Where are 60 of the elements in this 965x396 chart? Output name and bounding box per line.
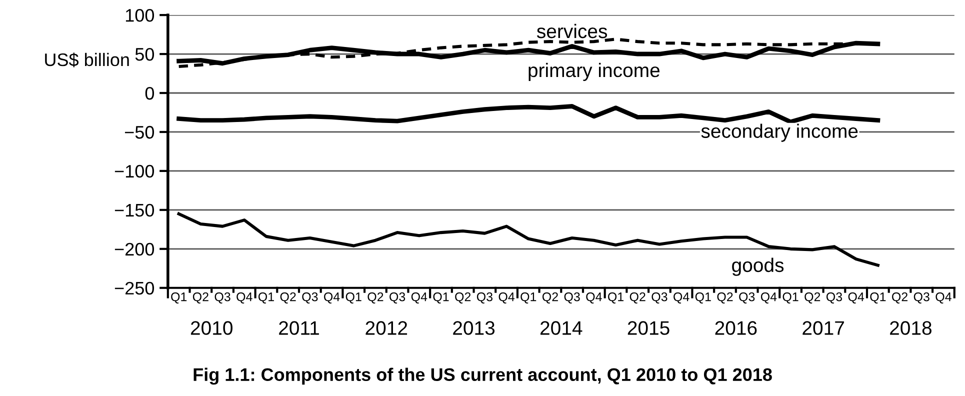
y-tick-label: 50 (135, 48, 154, 61)
y-tick-label: −200 (114, 242, 154, 256)
y-tick-label: −50 (124, 126, 154, 139)
y-tick-label: −150 (114, 204, 154, 217)
x-tick-label: Q4 (936, 292, 952, 304)
x-tick-label: Q4 (411, 292, 428, 304)
x-tick-label: Q1 (870, 292, 886, 304)
series-label: goods (732, 258, 784, 276)
x-tick-label: Q3 (652, 292, 668, 304)
x-tick-label: Q3 (302, 292, 318, 304)
y-tick-label: −100 (114, 164, 154, 178)
x-tick-label: Q1 (346, 292, 362, 304)
x-tick-label: Q4 (324, 292, 340, 304)
text: 2013 (453, 321, 495, 335)
text: 2017 (802, 321, 844, 335)
series-label: secondary income (701, 124, 858, 142)
y-tick-label: −250 (114, 282, 154, 295)
y-tick-label: 0 (145, 86, 154, 100)
x-tick-label: Q4 (848, 292, 864, 304)
x-tick-label: Q4 (760, 292, 777, 304)
series-label: services (536, 24, 608, 38)
y-axis-title: US$ billion (45, 52, 129, 68)
x-tick-label: Q2 (280, 292, 296, 304)
x-tick-label: Q1 (433, 292, 449, 304)
text: 2010 (190, 321, 232, 335)
text: 2014 (540, 321, 582, 335)
x-tick-label: Q2 (542, 292, 558, 304)
x-tick-label: Q1 (171, 292, 187, 304)
x-tick-label: Q4 (586, 292, 602, 304)
x-tick-label: Q1 (258, 292, 274, 304)
y-tick-label: 100 (126, 8, 154, 22)
text: 2018 (890, 321, 932, 335)
x-tick-label: Q3 (914, 292, 930, 304)
x-tick-label: Q2 (455, 292, 471, 304)
x-tick-label: Q3 (826, 292, 842, 304)
x-tick-label: Q4 (674, 292, 690, 304)
x-tick-label: Q4 (498, 292, 515, 304)
x-tick-label: Q2 (192, 292, 208, 304)
text: 2016 (715, 321, 757, 335)
x-tick-label: Q2 (368, 292, 384, 304)
x-tick-label: Q3 (214, 292, 230, 304)
text: 2015 (628, 321, 670, 335)
text: Fig 1.1: Components of the US current account, Q1 2010 to Q1 2018 (194, 368, 772, 385)
x-tick-label: Q3 (564, 292, 580, 304)
x-tick-label: Q3 (739, 292, 755, 304)
x-tick-label: Q2 (630, 292, 646, 304)
x-tick-label: Q1 (608, 292, 624, 304)
x-tick-label: Q3 (390, 292, 406, 304)
x-tick-label: Q3 (476, 292, 492, 304)
line-series (176, 104, 880, 124)
x-tick-label: Q1 (520, 292, 536, 304)
x-tick-label: Q2 (892, 292, 908, 304)
x-tick-label: Q2 (804, 292, 820, 304)
x-tick-label: Q1 (695, 292, 711, 304)
series-label: primary income (528, 62, 660, 82)
x-tick-label: Q2 (717, 292, 733, 304)
x-tick-label: Q1 (782, 292, 798, 304)
text: 2012 (366, 321, 408, 335)
x-tick-label: Q4 (236, 292, 252, 304)
text: 2011 (279, 321, 319, 335)
